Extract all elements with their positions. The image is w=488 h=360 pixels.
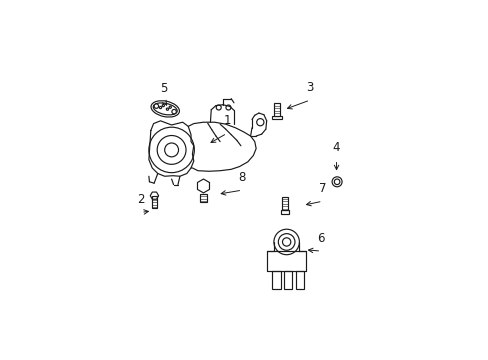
- Bar: [281, 210, 289, 214]
- Text: 4: 4: [332, 140, 340, 153]
- Text: 3: 3: [306, 81, 313, 94]
- Circle shape: [169, 106, 171, 108]
- Circle shape: [216, 105, 221, 110]
- Text: 1: 1: [223, 114, 230, 127]
- Ellipse shape: [153, 103, 177, 115]
- Text: 2: 2: [137, 193, 144, 206]
- Circle shape: [282, 238, 290, 246]
- Text: 8: 8: [238, 171, 245, 184]
- Circle shape: [278, 234, 294, 250]
- Bar: [271, 116, 282, 120]
- Bar: [272, 270, 280, 288]
- Bar: [152, 196, 156, 208]
- Circle shape: [164, 143, 178, 157]
- Circle shape: [225, 105, 230, 110]
- Ellipse shape: [151, 101, 179, 117]
- Text: 5: 5: [160, 82, 167, 95]
- Circle shape: [256, 118, 264, 126]
- Circle shape: [331, 177, 342, 187]
- Circle shape: [159, 107, 162, 109]
- Bar: [273, 103, 280, 116]
- Bar: [282, 197, 287, 210]
- Circle shape: [154, 104, 158, 108]
- Circle shape: [162, 104, 164, 107]
- Text: 6: 6: [317, 232, 325, 245]
- Circle shape: [273, 229, 299, 255]
- Bar: [284, 270, 292, 288]
- Text: 7: 7: [318, 182, 326, 195]
- Circle shape: [157, 135, 185, 164]
- Circle shape: [172, 109, 176, 114]
- Circle shape: [334, 179, 339, 185]
- Circle shape: [166, 108, 168, 110]
- Bar: [295, 270, 303, 288]
- Circle shape: [148, 127, 194, 173]
- Bar: [200, 194, 206, 202]
